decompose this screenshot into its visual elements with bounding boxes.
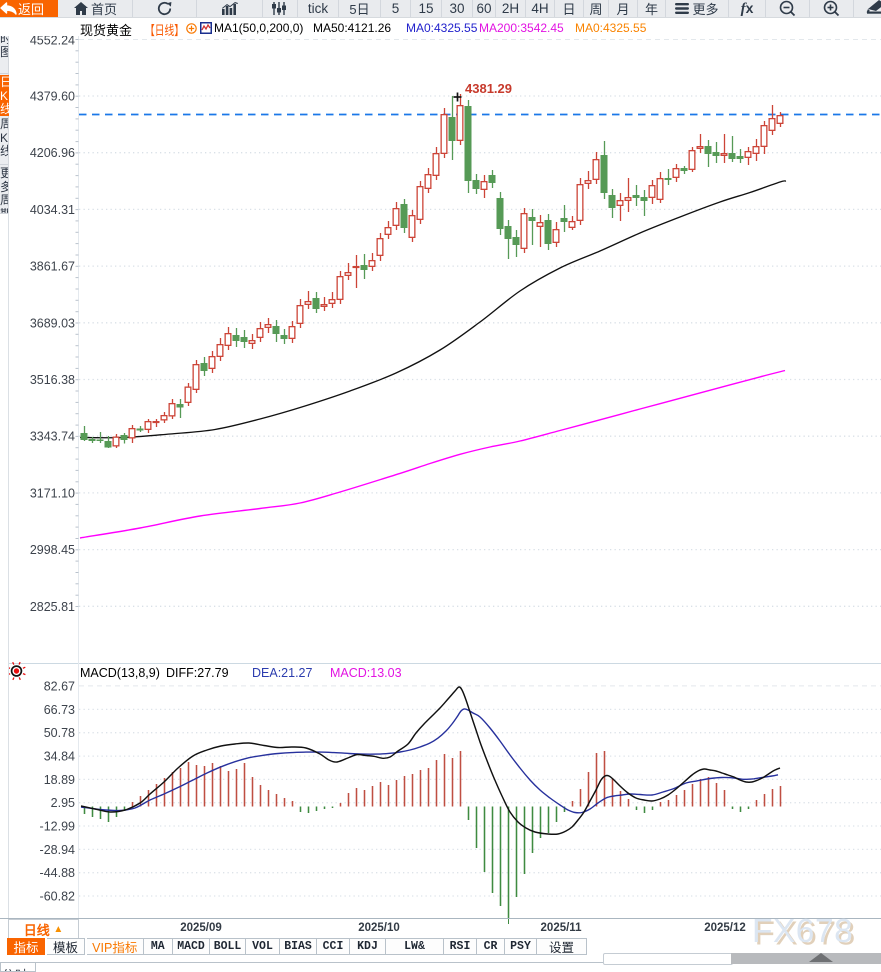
svg-text:2.95: 2.95 [51,796,75,810]
svg-text:34.84: 34.84 [44,750,75,764]
svg-text:18.89: 18.89 [44,773,75,787]
svg-text:50.78: 50.78 [44,726,75,740]
svg-text:-28.94: -28.94 [40,843,75,857]
svg-text:2825.81: 2825.81 [30,600,75,614]
svg-text:-12.99: -12.99 [40,820,75,834]
svg-text:3343.74: 3343.74 [30,430,75,444]
svg-text:66.73: 66.73 [44,703,75,717]
svg-text:3689.03: 3689.03 [30,316,75,330]
svg-text:2998.45: 2998.45 [30,543,75,557]
svg-text:4381.29: 4381.29 [465,81,512,96]
svg-text:4379.60: 4379.60 [30,90,75,104]
svg-text:-44.88: -44.88 [40,866,75,880]
svg-text:3861.67: 3861.67 [30,260,75,274]
svg-text:3171.10: 3171.10 [30,486,75,500]
svg-text:4206.96: 4206.96 [30,146,75,160]
svg-text:-60.82: -60.82 [40,890,75,904]
svg-text:3516.38: 3516.38 [30,373,75,387]
svg-text:4034.31: 4034.31 [30,203,75,217]
